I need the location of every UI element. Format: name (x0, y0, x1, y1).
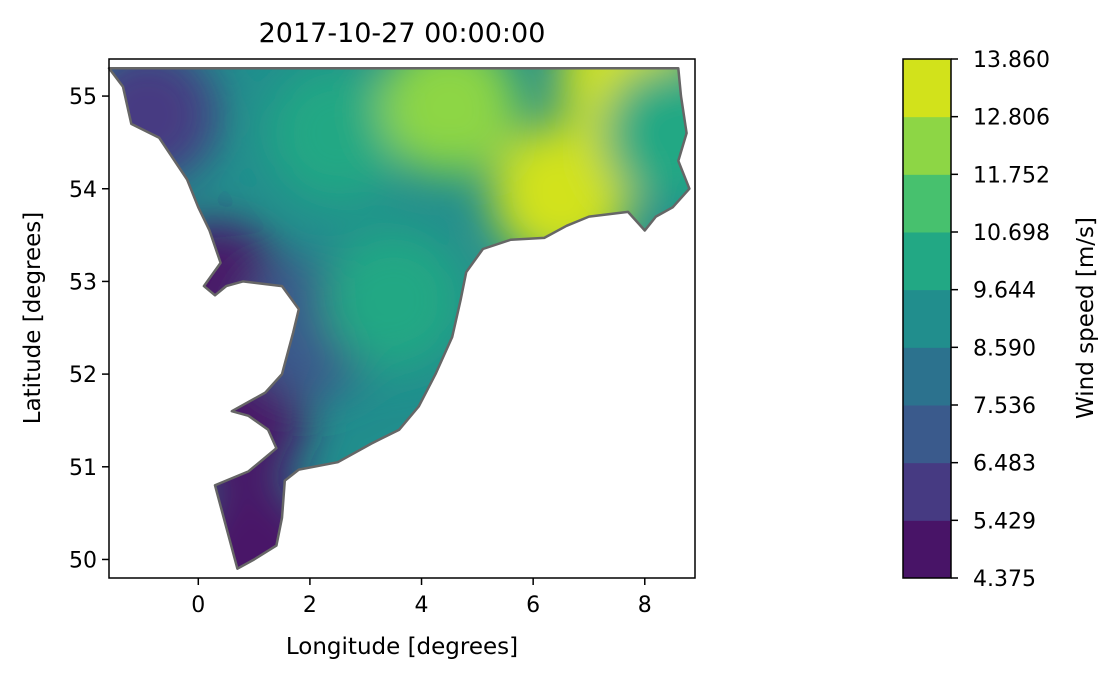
colorbar-tick-label: 8.590 (973, 336, 1036, 361)
y-tick-label: 51 (69, 456, 97, 481)
x-axis-ticks: 0 2 4 6 8 (191, 578, 652, 618)
colorbar-frame (902, 58, 952, 579)
field-blob (145, 220, 286, 361)
field-blob (323, 229, 464, 370)
y-tick-label: 55 (69, 85, 97, 110)
x-tick-label: 6 (526, 593, 540, 618)
colorbar: 4.375 5.429 6.483 7.536 8.590 9.644 10.698 11.7… (902, 48, 1099, 592)
y-axis-ticks: 50 51 52 53 54 55 (69, 85, 109, 573)
colorbar-ticks: 4.375 5.429 6.483 7.536 8.590 9.644 10.698 11.7… (951, 48, 1050, 592)
x-tick-label: 4 (415, 593, 429, 618)
colorbar-tick-label: 7.536 (973, 394, 1036, 419)
colorbar-band (903, 59, 951, 118)
y-tick-label: 50 (69, 548, 97, 573)
chart-title: 2017-10-27 00:00:00 (259, 18, 546, 49)
colorbar-band (903, 462, 951, 521)
domain-outline (107, 67, 691, 570)
y-tick-label: 52 (69, 363, 97, 388)
colorbar-label: Wind speed [m/s] (1073, 217, 1099, 419)
x-tick-label: 8 (638, 593, 652, 618)
wind-field (109, 68, 690, 569)
colorbar-bands (903, 59, 951, 579)
colorbar-tick-label: 9.644 (973, 279, 1036, 304)
field-blob (267, 68, 408, 204)
colorbar-tick-label: 6.483 (973, 452, 1036, 477)
colorbar-tick-label: 11.752 (973, 163, 1050, 188)
field-blob (379, 68, 520, 176)
colorbar-tick-label: 5.429 (973, 509, 1036, 534)
y-tick-label: 54 (69, 178, 97, 203)
colorbar-band (903, 116, 951, 175)
colorbar-tick-label: 13.860 (973, 48, 1050, 73)
y-tick-label: 53 (69, 270, 97, 295)
colorbar-band (903, 232, 951, 291)
plot-frame (108, 58, 696, 579)
field-blob (602, 68, 690, 204)
colorbar-band (903, 347, 951, 406)
colorbar-tick-label: 10.698 (973, 221, 1050, 246)
colorbar-band (903, 520, 951, 579)
colorbar-tick-label: 12.806 (973, 106, 1050, 131)
colorbar-band (903, 174, 951, 233)
x-tick-label: 0 (191, 593, 205, 618)
x-axis-label: Longitude [degrees] (286, 634, 518, 660)
colorbar-band (903, 405, 951, 464)
colorbar-band (903, 289, 951, 348)
colorbar-tick-label: 4.375 (973, 567, 1036, 592)
field-blob (109, 68, 219, 185)
x-tick-label: 2 (303, 593, 317, 618)
plot-area (107, 58, 696, 579)
y-axis-label: Latitude [degrees] (20, 212, 46, 425)
